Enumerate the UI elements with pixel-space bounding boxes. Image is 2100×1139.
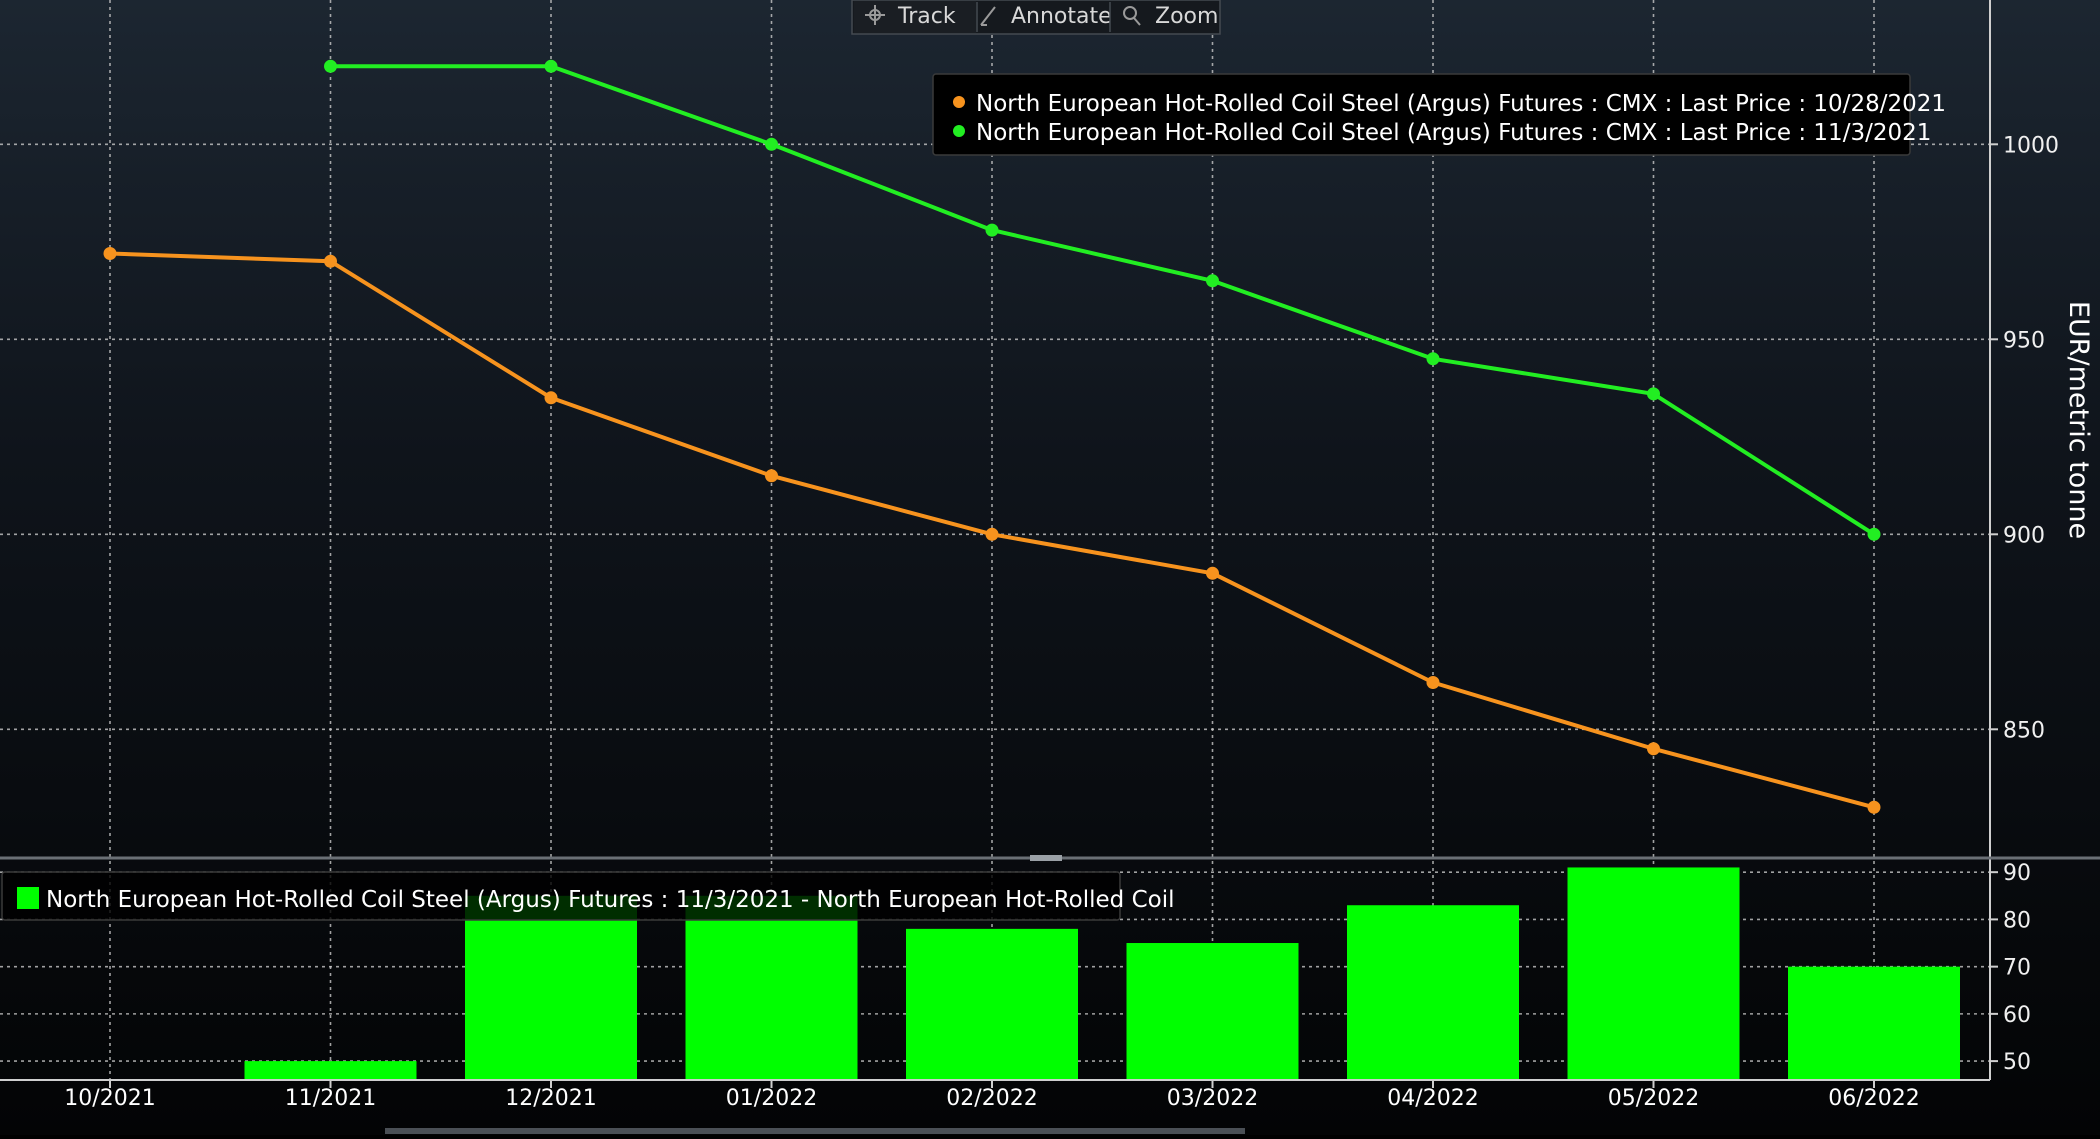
legend-series-2: North European Hot-Rolled Coil Steel (Ar… [976, 120, 1931, 146]
data-point [1867, 800, 1881, 814]
y-tick-label: 850 [2003, 718, 2045, 743]
data-point [765, 469, 778, 483]
y-tick-label: 50 [2003, 1050, 2031, 1075]
legend-marker-bars [17, 887, 39, 909]
y-tick-label: 900 [2003, 523, 2045, 548]
data-point [1426, 676, 1440, 689]
x-tick-label: 12/2021 [505, 1086, 596, 1111]
zoom-button[interactable]: Zoom [1123, 4, 1218, 29]
data-point [544, 391, 558, 405]
annotate-button[interactable]: Annotate [980, 4, 1112, 29]
data-point [1867, 527, 1881, 541]
data-point [1206, 274, 1219, 288]
data-point [103, 247, 117, 260]
bar [1347, 905, 1519, 1080]
legend-marker-series-2 [953, 125, 965, 137]
line-chart-legend: North European Hot-Rolled Coil Steel (Ar… [932, 73, 1946, 156]
data-point [324, 254, 337, 268]
data-point [324, 59, 337, 73]
data-point [765, 137, 778, 151]
legend-marker-series-1 [953, 96, 965, 108]
y-tick-label: 1000 [2003, 133, 2059, 158]
x-tick-label: 11/2021 [285, 1086, 376, 1111]
bar [244, 1061, 417, 1080]
y-tick-labels: 850 900 950 1000 50 60 70 80 90 [1990, 133, 2059, 1075]
bar [1567, 867, 1740, 1080]
track-button[interactable]: Track [854, 1, 976, 33]
track-label: Track [897, 4, 956, 29]
bar-chart-legend: North European Hot-Rolled Coil Steel (Ar… [1, 871, 1175, 921]
x-tick-label: 04/2022 [1387, 1086, 1478, 1111]
x-tick-labels: 10/2021 11/2021 12/2021 01/2022 02/2022 03/20… [64, 1080, 1920, 1111]
x-tick-label: 01/2022 [726, 1086, 817, 1111]
bar-series [244, 867, 1960, 1080]
y-axis-label: EUR/metric tonne [2063, 301, 2094, 539]
annotate-label: Annotate [1011, 4, 1112, 29]
x-tick-label: 05/2022 [1608, 1086, 1699, 1111]
zoom-label: Zoom [1155, 4, 1218, 29]
bar [1126, 943, 1299, 1080]
data-point [1647, 742, 1660, 756]
chart-toolbar: Track Annotate Zoom [851, 0, 1221, 35]
data-point [985, 527, 999, 541]
series-line-2 [330, 64, 1876, 536]
bar [465, 895, 637, 1080]
y-tick-label: 950 [2003, 328, 2045, 353]
data-point [985, 223, 999, 237]
y-tick-label: 60 [2003, 1003, 2031, 1028]
y-tick-label: 80 [2003, 908, 2031, 933]
bar [685, 895, 858, 1080]
x-tick-label: 06/2022 [1828, 1086, 1919, 1111]
x-tick-label: 02/2022 [946, 1086, 1037, 1111]
line-series [103, 59, 1881, 814]
crosshair-icon [865, 5, 885, 25]
y-tick-label: 70 [2003, 956, 2031, 981]
data-point [1426, 352, 1440, 366]
x-tick-label: 10/2021 [64, 1086, 155, 1111]
bar [906, 928, 1078, 1080]
data-point [1647, 387, 1660, 401]
x-tick-label: 03/2022 [1167, 1086, 1258, 1111]
y-tick-label: 90 [2003, 861, 2031, 886]
legend-bars: North European Hot-Rolled Coil Steel (Ar… [46, 887, 1175, 913]
legend-series-1: North European Hot-Rolled Coil Steel (Ar… [976, 91, 1946, 117]
data-point [1206, 566, 1219, 580]
bar [1788, 966, 1960, 1080]
magnifier-icon [1123, 6, 1141, 26]
pencil-icon [980, 6, 996, 26]
data-point [544, 59, 558, 73]
